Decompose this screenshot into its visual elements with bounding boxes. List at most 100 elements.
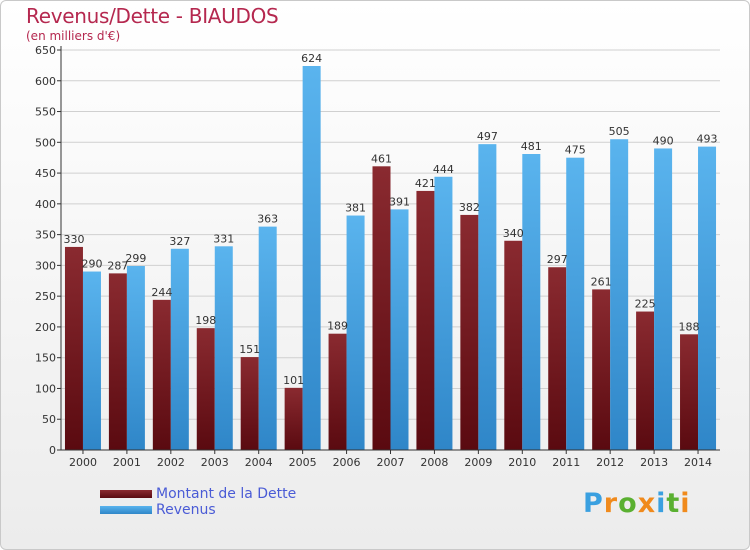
y-tick-label: 0 (49, 444, 56, 457)
data-label-revenus: 444 (433, 163, 454, 176)
data-label-revenus: 391 (389, 195, 410, 208)
data-label-dette: 101 (283, 374, 304, 387)
bar-revenus (214, 246, 233, 450)
bar-dette (460, 214, 479, 450)
y-tick-label: 450 (35, 167, 56, 180)
logo-letter: x (637, 488, 657, 519)
bar-revenus (170, 248, 189, 450)
data-label-dette: 382 (459, 201, 480, 214)
data-label-revenus: 331 (213, 232, 234, 245)
data-label-revenus: 497 (477, 130, 498, 143)
x-tick-label: 2006 (333, 456, 361, 469)
bar-revenus (258, 226, 277, 450)
data-label-dette: 189 (327, 320, 348, 333)
data-label-dette: 297 (547, 253, 568, 266)
bar-dette (416, 190, 435, 450)
x-tick-label: 2004 (245, 456, 273, 469)
bar-dette (504, 240, 523, 450)
x-tick-label: 2007 (377, 456, 405, 469)
bar-revenus (478, 144, 497, 450)
data-label-dette: 151 (239, 343, 260, 356)
y-tick-label: 100 (35, 382, 56, 395)
bar-revenus (522, 154, 541, 450)
bar-revenus (346, 215, 365, 450)
x-tick-label: 2014 (684, 456, 712, 469)
data-label-dette: 461 (371, 152, 392, 165)
data-label-revenus: 381 (345, 202, 366, 215)
data-label-revenus: 624 (301, 52, 322, 65)
bar-dette (196, 328, 215, 450)
data-label-dette: 421 (415, 177, 436, 190)
bar-dette (372, 166, 391, 451)
y-tick-label: 600 (35, 75, 56, 88)
data-label-dette: 261 (591, 275, 612, 288)
y-tick-label: 300 (35, 259, 56, 272)
chart-title: Revenus/Dette - BIAUDOS (26, 4, 279, 28)
data-label-revenus: 475 (565, 144, 586, 157)
bar-revenus (698, 146, 717, 450)
legend-item-revenus: Revenus (100, 502, 296, 518)
data-label-revenus: 327 (169, 235, 190, 248)
data-label-revenus: 505 (609, 125, 630, 138)
x-tick-label: 2000 (69, 456, 97, 469)
logo-letter: i (680, 488, 691, 519)
bar-dette (152, 299, 171, 450)
data-label-revenus: 299 (125, 252, 146, 265)
x-tick-label: 2011 (552, 456, 580, 469)
x-tick-label: 2002 (157, 456, 185, 469)
bar-revenus (610, 139, 629, 450)
data-label-dette: 330 (63, 233, 84, 246)
x-tick-label: 2013 (640, 456, 668, 469)
data-label-dette: 340 (503, 227, 524, 240)
data-label-revenus: 290 (81, 258, 102, 271)
x-tick-label: 2012 (596, 456, 624, 469)
y-tick-label: 550 (35, 106, 56, 119)
x-tick-label: 2001 (113, 456, 141, 469)
logo-letter: o (618, 488, 638, 519)
chart-subtitle: (en milliers d'€) (26, 29, 121, 43)
proxiti-logo: Proxiti (583, 488, 691, 519)
y-tick-label: 500 (35, 136, 56, 149)
logo-letter: P (583, 488, 604, 519)
bar-dette (284, 387, 303, 450)
logo-letter: t (666, 488, 681, 519)
legend-label-revenus: Revenus (156, 502, 216, 518)
bar-dette (240, 357, 259, 450)
bar-revenus (434, 176, 453, 450)
x-tick-label: 2005 (289, 456, 317, 469)
data-label-dette: 287 (107, 259, 128, 272)
bar-revenus (302, 66, 321, 450)
y-tick-label: 650 (35, 44, 56, 57)
bar-revenus (126, 266, 145, 450)
data-label-revenus: 363 (257, 213, 278, 226)
bar-dette (592, 289, 611, 450)
y-tick-label: 150 (35, 352, 56, 365)
x-tick-label: 2010 (508, 456, 536, 469)
bar-revenus (82, 271, 101, 450)
y-tick-label: 50 (42, 413, 56, 426)
legend-item-dette: Montant de la Dette (100, 486, 296, 502)
y-tick-label: 400 (35, 198, 56, 211)
data-label-dette: 225 (635, 298, 656, 311)
data-label-dette: 188 (679, 320, 700, 333)
bar-dette (680, 334, 699, 450)
legend-swatch-revenus (100, 506, 152, 514)
logo-letter: i (656, 488, 667, 519)
data-label-revenus: 493 (697, 133, 718, 146)
bar-dette (636, 311, 655, 450)
data-label-dette: 244 (151, 286, 172, 299)
bar-dette (108, 273, 127, 450)
legend-swatch-dette (100, 490, 152, 498)
bar-dette (64, 246, 83, 450)
logo-letter: r (603, 488, 619, 519)
bar-dette (548, 267, 567, 450)
data-label-dette: 198 (195, 314, 216, 327)
bar-revenus (654, 148, 673, 450)
y-tick-label: 250 (35, 290, 56, 303)
bar-revenus (566, 157, 585, 450)
bar-dette (328, 333, 347, 450)
x-tick-label: 2008 (420, 456, 448, 469)
data-label-revenus: 490 (653, 134, 674, 147)
y-tick-label: 200 (35, 321, 56, 334)
